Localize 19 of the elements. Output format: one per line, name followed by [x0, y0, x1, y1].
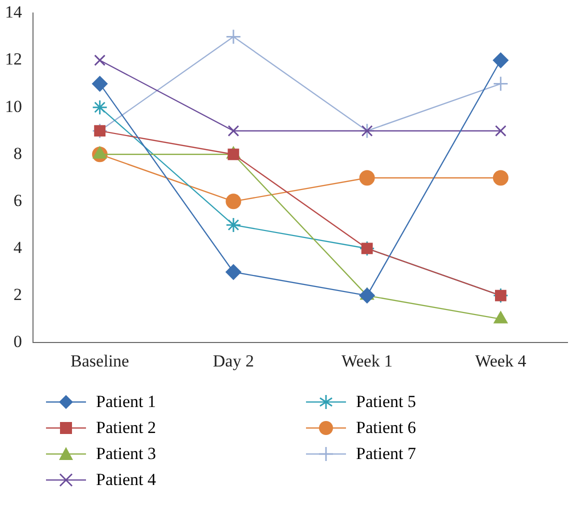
y-tick-label: 10: [5, 96, 22, 116]
legend-label: Patient 3: [96, 444, 156, 464]
y-tick-label: 14: [5, 2, 22, 22]
y-tick-label: 12: [5, 50, 22, 69]
y-tick-label: 2: [14, 285, 22, 304]
y-tick-label: 8: [14, 144, 22, 163]
legend-label: Patient 4: [96, 470, 156, 490]
x-tick-label: Week 1: [342, 351, 393, 370]
y-tick-label: 4: [14, 238, 22, 257]
x-tick-label: Week 4: [475, 351, 527, 370]
y-tick-label: 6: [14, 190, 22, 210]
legend-label: Patient 6: [356, 418, 416, 438]
x-tick-label: Day 2: [212, 351, 254, 370]
x-tick-label: Baseline: [70, 351, 130, 370]
legend-label: Patient 7: [356, 444, 416, 464]
legend-label: Patient 2: [96, 418, 156, 438]
legend-label: Patient 5: [356, 392, 416, 412]
y-tick-label: 0: [14, 332, 22, 352]
legend-label: Patient 1: [96, 392, 156, 412]
